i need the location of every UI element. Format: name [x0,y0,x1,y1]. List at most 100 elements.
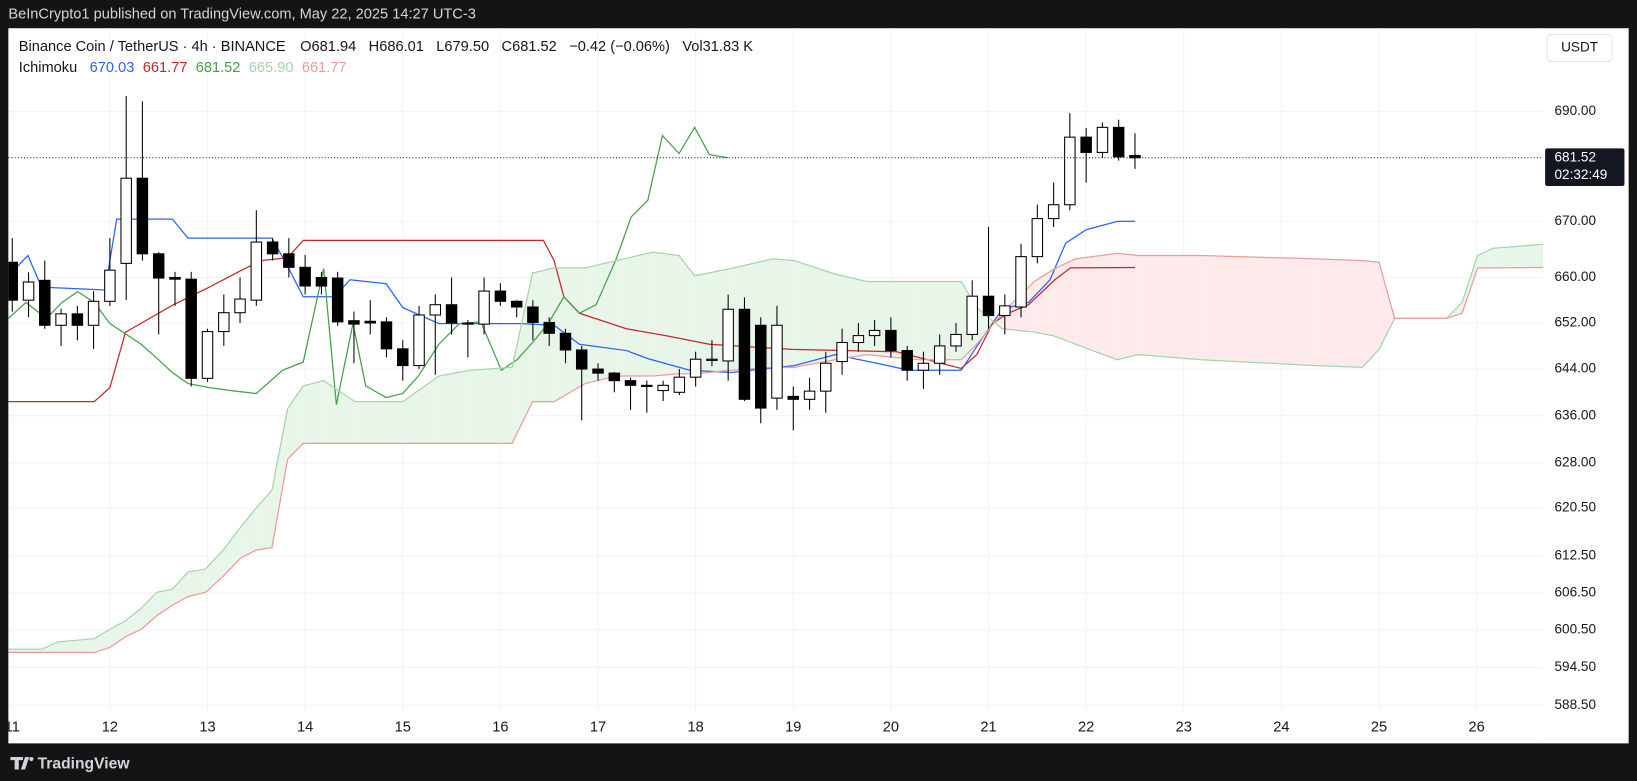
y-tick-label: 612.50 [1555,548,1597,563]
cloud-segment [866,281,920,360]
candle-body [641,384,653,387]
logo-icon [10,756,30,770]
ohlc-close: C681.52 [502,39,557,55]
x-tick-label: 18 [688,720,704,736]
y-tick-label: 670.00 [1555,213,1597,228]
cloud-segment [271,408,288,548]
candle-body [283,253,295,268]
cloud-segment [256,490,272,551]
symbol-header: Binance Coin / TetherUS · 4h · BINANCE O… [19,39,753,55]
candle-body [559,332,572,351]
x-tick-label: 20 [883,720,899,736]
candle-body [266,241,279,255]
x-tick-label: 16 [492,720,508,736]
candle-body [185,278,197,379]
candle-body [87,300,100,326]
candle-body [445,304,458,324]
cloud-segment [694,268,731,374]
x-tick-label: 14 [297,720,313,736]
logo-dot [29,756,34,762]
candle-body [982,295,995,317]
candle-body [1096,126,1109,153]
cloud-segment [303,380,324,444]
candle-body [706,358,718,361]
x-tick-label: 25 [1371,720,1387,736]
x-tick-label: 17 [590,720,606,736]
candle-body [1129,154,1141,159]
candle-body [397,348,409,367]
candle-body [380,321,393,350]
cloud-segment [616,252,653,377]
x-tick-label: 11 [5,720,20,736]
candle-body [478,290,490,325]
ohlc-low: L679.50 [436,39,489,55]
cloud-segment [1477,248,1494,268]
y-tick-label: 606.50 [1555,584,1597,599]
x-tick-label: 21 [980,720,996,736]
cloud-segment [652,252,680,377]
candle-body [917,362,930,371]
currency-label[interactable]: USDT [1561,40,1598,55]
cloud-segment [156,589,173,616]
cloud-segment [172,572,188,606]
candle-body [575,349,588,370]
cloud-segment [794,260,836,368]
candle-body [771,324,783,399]
candle-body [299,266,311,287]
candle-body [608,372,621,382]
candle-body [673,376,686,393]
candle-body [348,320,360,325]
candle-body [885,329,897,352]
countdown-label: 02:32:49 [1555,167,1608,182]
candle-body [722,308,734,362]
y-tick-label: 652.00 [1555,315,1597,330]
candle-body [136,177,149,255]
ohlc-open: O681.94 [300,39,356,55]
x-tick-label: 22 [1078,720,1094,736]
candles [8,95,1141,431]
y-tick-label: 660.00 [1555,269,1597,284]
cloud-segment [585,260,617,384]
candle-body [8,261,18,301]
cloud-segment [1462,255,1478,314]
ichimoku-line [8,218,1135,374]
candle-body [624,380,637,386]
cloud-segment [354,401,403,444]
indicator-value: 661.77 [302,60,347,76]
indicator-value: 681.52 [196,60,241,76]
indicator-value: 661.77 [143,60,188,76]
candle-body [104,269,116,302]
candle-body [592,368,604,374]
candle-body [755,324,767,409]
x-tick-label: 15 [395,720,411,736]
candle-body [201,331,214,379]
overlay: 681.52 02:32:49 [8,148,1625,186]
candle-body [657,384,669,392]
cloud-segment [1362,260,1380,368]
candle-body [852,335,865,344]
candle-body [250,241,263,301]
y-tick-label: 690.00 [1555,103,1597,118]
currency-button[interactable] [1546,33,1613,63]
candle-body [820,362,832,392]
candle-body [689,358,702,378]
cloud-segment [141,592,157,630]
cloud-segment [323,380,355,444]
candle-body [1112,126,1125,158]
x-tick-label: 19 [785,720,801,736]
ohlc-change: −0.42 (−0.06%) [569,39,670,55]
cloud-segment [41,641,59,653]
candle-body [55,313,67,326]
cloud-segment [8,649,42,653]
candle-body [413,314,425,367]
footer-brand: TradingView [38,755,131,772]
last-price-tag [1545,148,1625,186]
candle-body [901,350,913,371]
candle-body [218,312,230,333]
candle-body [152,253,165,279]
y-tick-label: 594.50 [1555,659,1597,674]
y-tick-label: 600.50 [1555,622,1597,637]
candle-body [429,304,442,316]
ichimoku-line [8,243,1544,650]
cloud-segment [532,267,555,402]
